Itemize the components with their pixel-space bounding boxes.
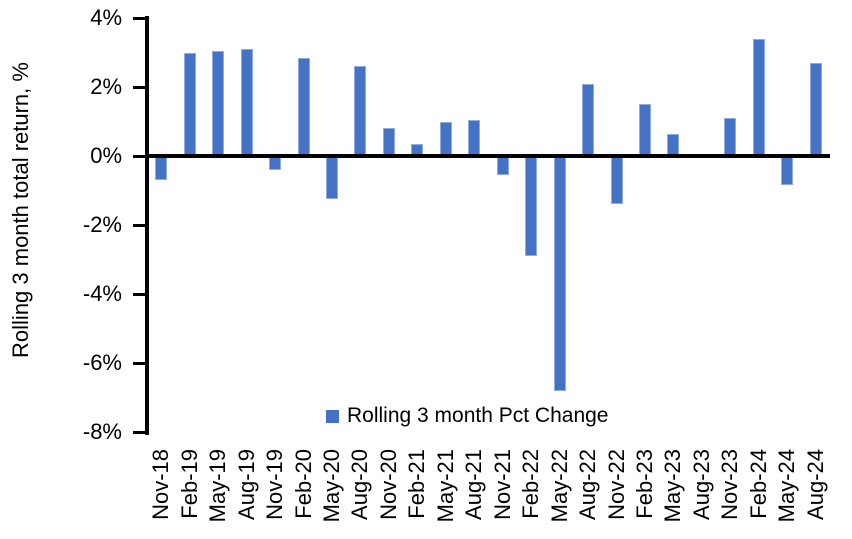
x-tick-label-nov-21: Nov-21 [489, 449, 515, 520]
x-tick-label-may-23: May-23 [660, 449, 686, 523]
y-tick-label: 4% [90, 5, 122, 30]
y-tick-mark [133, 293, 147, 296]
y-tick-label: -2% [82, 212, 122, 237]
y-tick-mark [133, 17, 147, 20]
bar-nov-20 [382, 128, 395, 156]
y-tick-label: -6% [82, 350, 122, 375]
bar-may-22 [553, 156, 566, 391]
bar-nov-22 [610, 156, 623, 205]
x-tick-label-feb-23: Feb-23 [632, 449, 658, 519]
legend-swatch-icon [326, 409, 339, 423]
x-tick-label-feb-21: Feb-21 [404, 449, 430, 519]
x-tick-label-may-19: May-19 [205, 449, 231, 523]
bar-nov-18 [155, 156, 168, 181]
x-tick-label-aug-22: Aug-22 [575, 449, 601, 520]
x-tick-label-nov-23: Nov-23 [717, 449, 743, 520]
bar-nov-21 [496, 156, 509, 175]
legend-label: Rolling 3 month Pct Change [347, 404, 609, 427]
y-axis-line [145, 16, 149, 435]
bar-aug-19 [240, 49, 253, 156]
x-tick-label-aug-19: Aug-19 [233, 449, 259, 520]
x-tick-label-aug-24: Aug-24 [802, 449, 828, 520]
bar-aug-20 [354, 66, 367, 156]
x-tick-label-aug-21: Aug-21 [461, 449, 487, 520]
x-tick-label-nov-19: Nov-19 [262, 449, 288, 520]
x-tick-label-nov-18: Nov-18 [148, 449, 174, 520]
y-tick-mark [133, 86, 147, 89]
x-tick-label-feb-24: Feb-24 [745, 449, 771, 519]
x-tick-label-may-24: May-24 [774, 449, 800, 523]
bar-nov-19 [269, 156, 282, 170]
bar-may-24 [781, 156, 794, 186]
y-tick-label: 2% [90, 74, 122, 99]
bar-aug-21 [468, 119, 481, 156]
bar-nov-23 [724, 118, 737, 156]
x-tick-label-feb-22: Feb-22 [518, 449, 544, 519]
x-tick-label-may-20: May-20 [318, 449, 344, 523]
bar-feb-23 [639, 104, 652, 156]
x-tick-label-may-22: May-22 [546, 449, 572, 523]
y-tick-label: -8% [82, 419, 122, 444]
bar-may-21 [439, 121, 452, 156]
bar-may-20 [325, 156, 338, 200]
y-tick-label: -4% [82, 281, 122, 306]
x-tick-label-aug-23: Aug-23 [688, 449, 714, 520]
bar-may-23 [667, 133, 680, 156]
x-tick-label-feb-20: Feb-20 [290, 449, 316, 519]
x-tick-label-aug-20: Aug-20 [347, 449, 373, 520]
x-tick-label-may-21: May-21 [432, 449, 458, 523]
bar-may-19 [212, 50, 225, 156]
bar-feb-19 [183, 52, 196, 156]
bar-aug-22 [582, 83, 595, 156]
bar-feb-22 [525, 156, 538, 257]
y-tick-mark [133, 362, 147, 365]
y-tick-mark [133, 431, 147, 434]
bar-feb-20 [297, 57, 310, 156]
y-axis-title: Rolling 3 month total return, % [8, 62, 33, 358]
x-tick-label-nov-20: Nov-20 [375, 449, 401, 520]
y-tick-mark [133, 224, 147, 227]
y-tick-mark [133, 155, 147, 158]
x-tick-label-nov-22: Nov-22 [603, 449, 629, 520]
bar-aug-24 [809, 62, 822, 156]
bar-feb-24 [752, 38, 765, 156]
zero-baseline [145, 154, 830, 158]
legend: Rolling 3 month Pct Change [326, 404, 609, 428]
x-tick-label-feb-19: Feb-19 [176, 449, 202, 519]
y-tick-label: 0% [90, 143, 122, 168]
